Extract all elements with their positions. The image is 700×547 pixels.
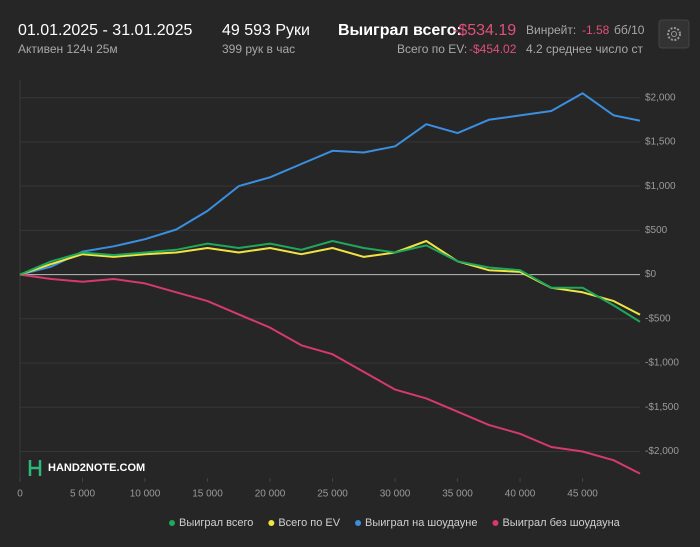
y-tick-label: -$500 bbox=[645, 313, 671, 324]
legend-marker bbox=[492, 520, 499, 526]
y-tick-label: $0 bbox=[645, 269, 657, 280]
y-tick-label: $1,500 bbox=[645, 137, 676, 148]
series-line bbox=[19, 273, 641, 475]
x-tick-label: 45 000 bbox=[567, 489, 598, 500]
x-tick-label: 15 000 bbox=[192, 489, 223, 500]
winrate-unit: бб/10 bbox=[614, 23, 645, 37]
series-line bbox=[19, 240, 641, 323]
y-tick-label: -$2,000 bbox=[645, 446, 679, 457]
x-tick-label: 10 000 bbox=[130, 489, 161, 500]
won-label: Выиграл всего: bbox=[338, 22, 462, 39]
x-tick-label: 20 000 bbox=[255, 489, 286, 500]
x-tick-label: 0 bbox=[17, 489, 23, 500]
legend-marker bbox=[268, 520, 275, 526]
legend-label: Выиграл на шоудауне bbox=[365, 517, 477, 529]
logo-text: HAND2NOTE.COM bbox=[48, 462, 145, 474]
y-tick-label: -$1,000 bbox=[645, 358, 679, 369]
winrate-label: Винрейт: bbox=[526, 23, 576, 37]
hands: 49 593 Руки bbox=[222, 22, 310, 39]
ev-value: -$454.02 bbox=[469, 42, 517, 56]
gear-center bbox=[671, 31, 677, 37]
active-time: Активен 124ч 25м bbox=[18, 42, 118, 56]
legend-marker bbox=[169, 520, 175, 526]
hands-per-hour: 399 рук в час bbox=[222, 42, 295, 56]
y-tick-label: $500 bbox=[645, 225, 668, 236]
y-tick-label: -$1,500 bbox=[645, 402, 679, 413]
legend-marker bbox=[355, 520, 362, 526]
legend-label: Выиграл всего bbox=[179, 517, 253, 529]
x-tick-label: 35 000 bbox=[442, 489, 473, 500]
series-line bbox=[19, 92, 641, 276]
avg-players: 4.2 среднее число ст bbox=[526, 42, 644, 56]
gear-icon bbox=[667, 27, 681, 41]
winrate-value: -1.58 bbox=[582, 23, 610, 37]
x-tick-label: 40 000 bbox=[505, 489, 536, 500]
legend-label: Всего по EV bbox=[278, 517, 340, 529]
x-tick-label: 25 000 bbox=[317, 489, 348, 500]
y-tick-label: $1,000 bbox=[645, 181, 676, 192]
x-tick-label: 30 000 bbox=[380, 489, 411, 500]
logo-icon bbox=[28, 460, 42, 476]
settings-button[interactable] bbox=[658, 19, 690, 49]
ev-label: Всего по EV: bbox=[397, 42, 467, 56]
x-tick-label: 5 000 bbox=[70, 489, 95, 500]
legend-label: Выиграл без шоудауна bbox=[502, 517, 620, 529]
won-value: -$534.19 bbox=[453, 22, 516, 39]
date-range: 01.01.2025 - 31.01.2025 bbox=[18, 22, 192, 39]
y-tick-label: $2,000 bbox=[645, 92, 676, 103]
